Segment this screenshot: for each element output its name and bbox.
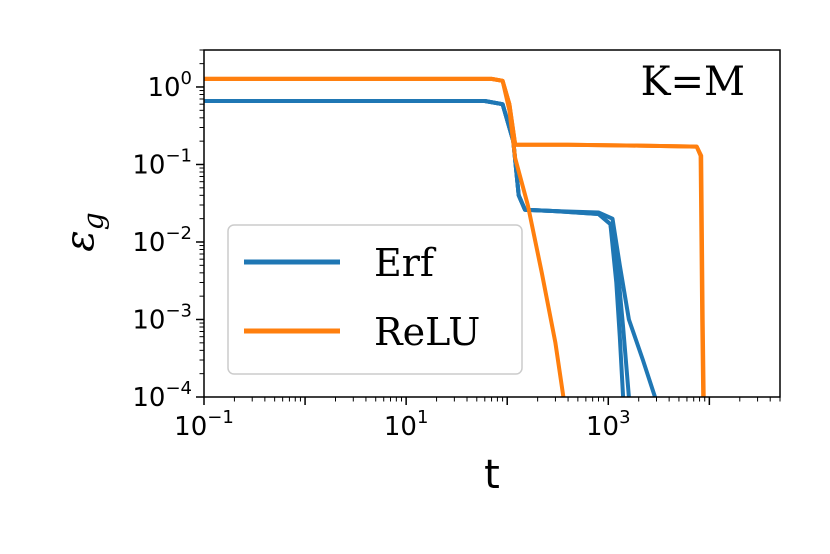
- y-axis-label: εg: [57, 212, 110, 251]
- y-tick-label: 10−4: [132, 378, 192, 413]
- series-layer: [204, 76, 706, 397]
- legend: Erf ReLU: [227, 224, 523, 375]
- series-erf-line-3: [204, 99, 626, 397]
- y-tick-base: 10: [132, 228, 165, 258]
- series-relu-line-3: [204, 76, 566, 397]
- y-tick-label: 100: [147, 68, 192, 103]
- x-tick-label: 101: [384, 407, 429, 442]
- x-tick-base: 10: [384, 412, 417, 442]
- x-tick-exponent: 3: [619, 407, 630, 428]
- x-tick-base: 10: [174, 412, 207, 442]
- x-tick-label: 103: [586, 407, 631, 442]
- y-axis-label-sub: g: [77, 212, 110, 230]
- x-tick-exponent: −1: [207, 407, 234, 428]
- y-tick-exponent: −2: [165, 223, 192, 244]
- y-tick-label: 10−1: [132, 145, 192, 180]
- x-tick-label: 10−1: [174, 407, 234, 442]
- y-tick-base: 10: [132, 305, 165, 335]
- legend-label-relu: ReLU: [374, 310, 480, 354]
- y-tick-exponent: −1: [165, 145, 192, 166]
- y-tick-base: 10: [132, 150, 165, 180]
- y-tick-exponent: 0: [181, 68, 192, 89]
- x-tick-base: 10: [586, 412, 619, 442]
- legend-label-erf: Erf: [374, 241, 437, 285]
- y-axis-label-base: ε: [57, 230, 103, 251]
- y-tick-exponent: −4: [165, 378, 192, 399]
- y-tick-exponent: −3: [165, 300, 192, 321]
- y-tick-base: 10: [132, 383, 165, 413]
- x-axis-label: t: [484, 452, 500, 498]
- annotation: K=M: [641, 59, 745, 105]
- y-tick-base: 10: [147, 73, 180, 103]
- x-tick-exponent: 1: [417, 407, 428, 428]
- y-tick-label: 10−2: [132, 223, 192, 258]
- y-tick-label: 10−3: [132, 300, 192, 335]
